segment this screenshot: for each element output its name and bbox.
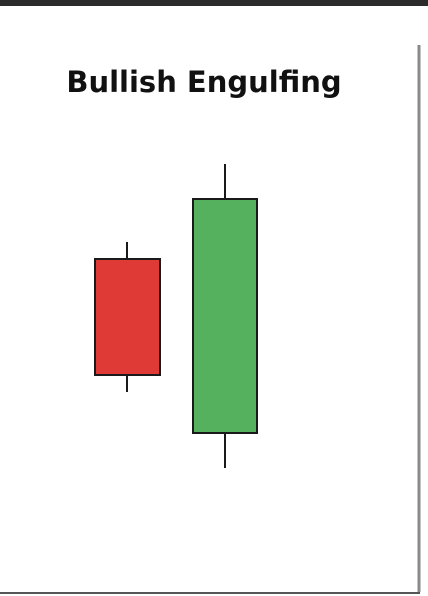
body bbox=[94, 258, 161, 376]
bearish-candle bbox=[94, 242, 161, 392]
body bbox=[192, 198, 258, 434]
bullish-candle bbox=[192, 164, 258, 468]
top-border bbox=[0, 0, 428, 6]
title: Bullish Engulfing bbox=[66, 65, 341, 99]
